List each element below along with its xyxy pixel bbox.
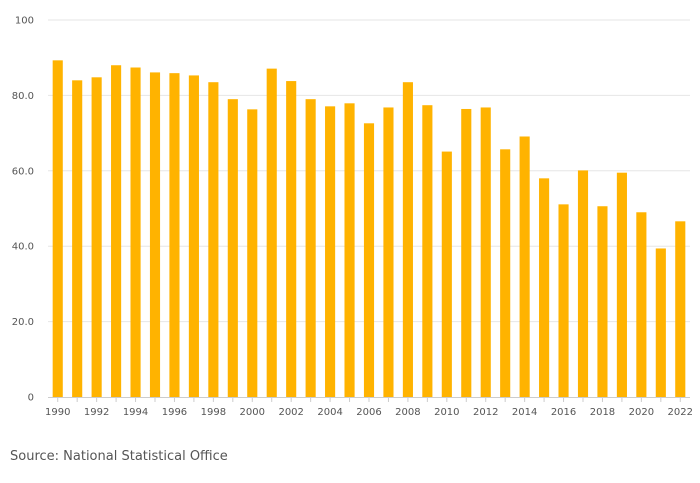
y-tick-label: 80.0 (12, 91, 34, 102)
bar-2022 (675, 221, 686, 397)
bar-1998 (208, 82, 219, 397)
x-tick-label: 2012 (473, 407, 498, 418)
bar-2000 (247, 109, 258, 397)
x-tick-label: 1990 (45, 407, 70, 418)
y-tick-label: 20.0 (12, 317, 34, 328)
x-tick-label: 2008 (395, 407, 420, 418)
bar-2007 (383, 107, 394, 398)
x-tick-label: 2000 (240, 407, 265, 418)
source-note: Source: National Statistical Office (10, 449, 228, 464)
x-tick-label: 1998 (201, 407, 226, 418)
bar-1996 (169, 73, 180, 398)
bar-1994 (130, 67, 141, 397)
x-tick-label: 2004 (317, 407, 342, 418)
bars (52, 60, 686, 398)
x-tick-label: 1994 (123, 407, 148, 418)
bar-1993 (111, 65, 122, 398)
x-axis-ticks: 1990 1992 1994 1996 1998 2000 2002 2004 2006 2008… (45, 397, 693, 418)
x-tick-label: 2014 (512, 407, 537, 418)
bar-2008 (402, 82, 413, 397)
x-tick-label: 1996 (162, 407, 187, 418)
x-tick-label: 2020 (629, 407, 654, 418)
bar-2002 (286, 81, 297, 397)
y-tick-label: 0 (28, 393, 34, 404)
x-tick-label: 2010 (434, 407, 459, 418)
bar-2017 (577, 170, 589, 397)
bar-2016 (558, 204, 569, 397)
y-tick-label: 100 (15, 16, 34, 27)
x-tick-label: 1992 (84, 407, 109, 418)
x-tick-label: 2016 (551, 407, 576, 418)
bar-2020 (636, 212, 647, 397)
bar-2018 (597, 206, 608, 397)
y-axis-ticks: 0 20.0 40.0 60.0 80.0 100 (12, 16, 34, 404)
bar-2013 (500, 149, 511, 397)
bar-2019 (616, 172, 627, 397)
bar-1999 (227, 99, 238, 398)
bar-2014 (519, 136, 530, 398)
bar-2001 (266, 68, 277, 398)
y-tick-label: 60.0 (12, 166, 34, 177)
bar-2012 (480, 107, 491, 398)
bar-2015 (539, 178, 550, 397)
bar-1992 (91, 77, 102, 397)
y-tick-label: 40.0 (12, 242, 34, 253)
x-tick-label: 2002 (278, 407, 303, 418)
x-tick-label: 2022 (668, 407, 693, 418)
bar-2006 (363, 123, 375, 397)
bar-2021 (655, 248, 666, 397)
bar-2003 (305, 99, 316, 398)
bar-1997 (188, 75, 199, 397)
bar-2004 (325, 106, 336, 397)
bar-1991 (72, 80, 83, 397)
x-tick-label: 2018 (590, 407, 615, 418)
bar-1995 (149, 72, 161, 397)
bar-2010 (441, 151, 452, 397)
bar-2005 (344, 103, 355, 397)
bar-2009 (422, 105, 433, 398)
bar-1990 (52, 60, 63, 398)
x-tick-label: 2006 (356, 407, 381, 418)
bar-2011 (461, 108, 472, 398)
